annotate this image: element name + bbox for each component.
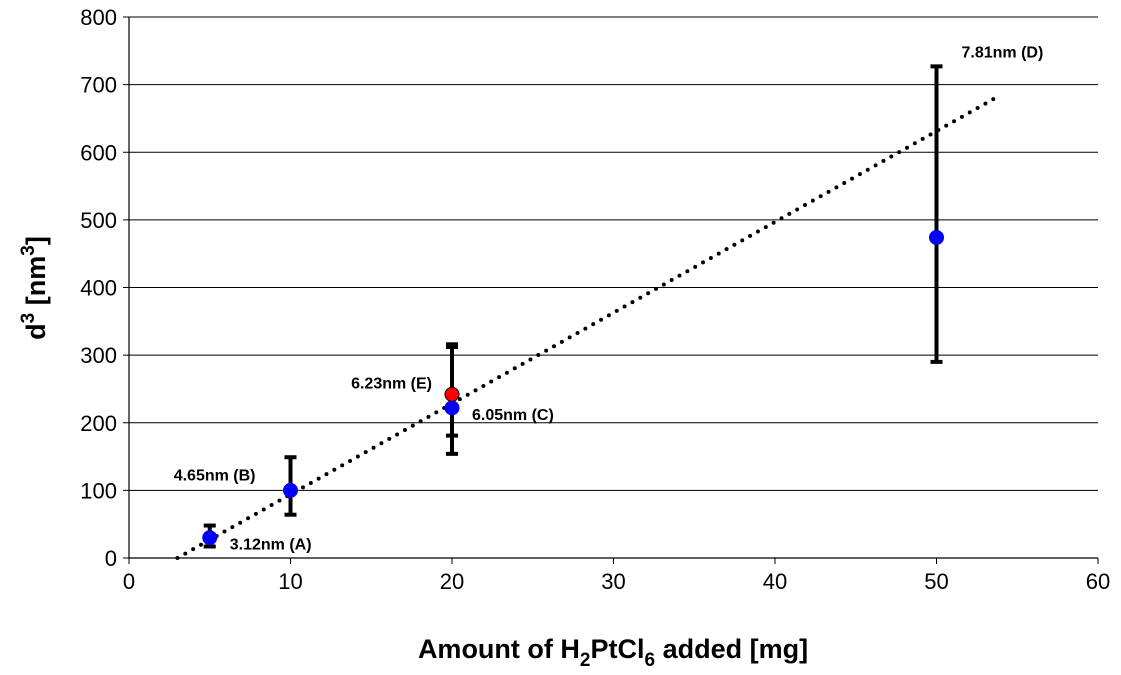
x-tick-label-40: 40 xyxy=(763,569,787,594)
data-point-1 xyxy=(283,482,298,498)
point-label-1: 4.65nm (B) xyxy=(174,467,256,484)
trendline-group xyxy=(175,92,1004,560)
x-tick-label-30: 30 xyxy=(601,569,625,594)
tick-labels: 0 100 200 300 400 500 600 700 800 0 10 20 30 40 50 60 xyxy=(80,5,1110,594)
point-label-2: 6.05nm (C) xyxy=(472,407,554,424)
x-tick-label-0: 0 xyxy=(123,569,135,594)
y-tick-label-200: 200 xyxy=(80,411,117,436)
axes xyxy=(123,16,1099,564)
x-tick-label-10: 10 xyxy=(278,569,302,594)
data-point-2 xyxy=(444,400,460,416)
y-tick-label-0: 0 xyxy=(105,546,117,571)
y-tick-label-300: 300 xyxy=(80,343,117,368)
trendline xyxy=(175,92,1004,560)
x-axis-title: Amount of H2PtCl6 added [mg] xyxy=(418,634,808,671)
x-tick-label-60: 60 xyxy=(1086,569,1110,594)
x-tick-label-20: 20 xyxy=(440,569,464,594)
point-label-3: 6.23nm (E) xyxy=(351,375,432,392)
y-tick-label-600: 600 xyxy=(80,140,117,165)
point-label-0: 3.12nm (A) xyxy=(230,537,312,554)
y-tick-label-700: 700 xyxy=(80,73,117,98)
data-point-4 xyxy=(929,229,944,245)
data-point-0 xyxy=(202,530,218,546)
error-bars xyxy=(203,64,943,549)
data-point-3 xyxy=(444,386,460,402)
y-tick-label-400: 400 xyxy=(80,276,117,301)
x-tick-label-50: 50 xyxy=(924,569,948,594)
y-tick-label-100: 100 xyxy=(80,478,117,503)
point-labels: 3.12nm (A) 4.65nm (B) 6.05nm (C) 6.23nm (E)… xyxy=(174,44,1044,553)
gridlines xyxy=(129,16,1098,491)
y-tick-label-800: 800 xyxy=(80,5,117,30)
data-points xyxy=(202,229,944,546)
point-label-4: 7.81nm (D) xyxy=(962,44,1044,61)
y-tick-label-500: 500 xyxy=(80,208,117,233)
y-axis-title: d3 [nm3] xyxy=(18,236,51,340)
